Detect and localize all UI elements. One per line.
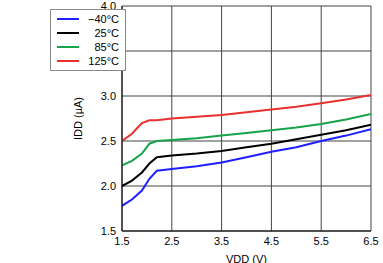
svg-text:2.0: 2.0: [101, 180, 116, 192]
svg-text:1.5: 1.5: [101, 225, 116, 237]
svg-text:6.5: 6.5: [363, 235, 375, 247]
svg-text:3.5: 3.5: [101, 45, 116, 57]
svg-text:5.5: 5.5: [314, 235, 329, 247]
svg-text:IDD (µA): IDD (µA): [72, 97, 84, 140]
svg-text:4.5: 4.5: [264, 235, 279, 247]
svg-text:4.0: 4.0: [101, 0, 116, 12]
svg-text:1.5: 1.5: [114, 235, 129, 247]
svg-text:3.0: 3.0: [101, 90, 116, 102]
svg-text:2.5: 2.5: [164, 235, 179, 247]
svg-text:VDD (V): VDD (V): [226, 253, 267, 263]
svg-text:3.5: 3.5: [214, 235, 229, 247]
svg-text:2.5: 2.5: [101, 135, 116, 147]
